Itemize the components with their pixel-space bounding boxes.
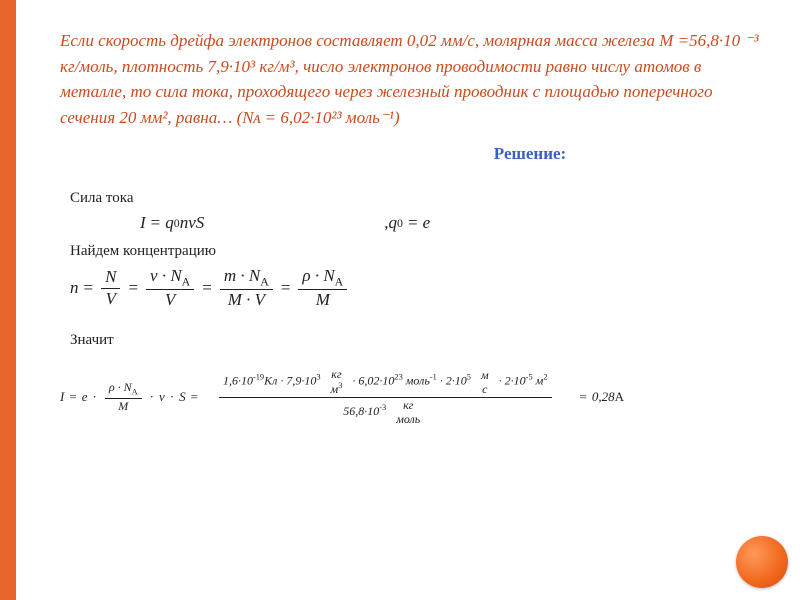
final-formula: I=e· ρ · NAM ·ν·S= bbox=[60, 380, 203, 413]
result-value: = 0,28А bbox=[575, 389, 624, 405]
step-concentration-label: Найдем концентрацию bbox=[70, 243, 760, 260]
corner-decoration bbox=[736, 536, 788, 588]
step-means-label: Значит bbox=[70, 332, 760, 349]
slide-content: Если скорость дрейфа электронов составля… bbox=[0, 0, 800, 457]
numeric-fraction: 1,6·10-19Кл · 7,9·103 кгм3 · 6,02·1023 м… bbox=[219, 367, 552, 427]
step-current-label: Сила тока bbox=[70, 190, 760, 207]
concentration-formula-row: n= NV = ν · NAV = m · NAM · V = ρ · NAM bbox=[70, 266, 760, 310]
n-chain: n= NV = ν · NAV = m · NAM · V = ρ · NAM bbox=[70, 266, 350, 310]
q0-equals-e: ,q0=e bbox=[384, 213, 430, 233]
problem-statement: Если скорость дрейфа электронов составля… bbox=[60, 28, 760, 130]
current-formula: I= q0nvS bbox=[140, 213, 204, 233]
accent-stripe bbox=[0, 0, 16, 600]
current-formula-row: I= q0nvS ,q0=e bbox=[70, 213, 760, 233]
final-formula-row: I=e· ρ · NAM ·ν·S= 1,6·10-19Кл · 7,9·103… bbox=[60, 367, 760, 427]
solution-heading: Решение: bbox=[300, 144, 760, 164]
